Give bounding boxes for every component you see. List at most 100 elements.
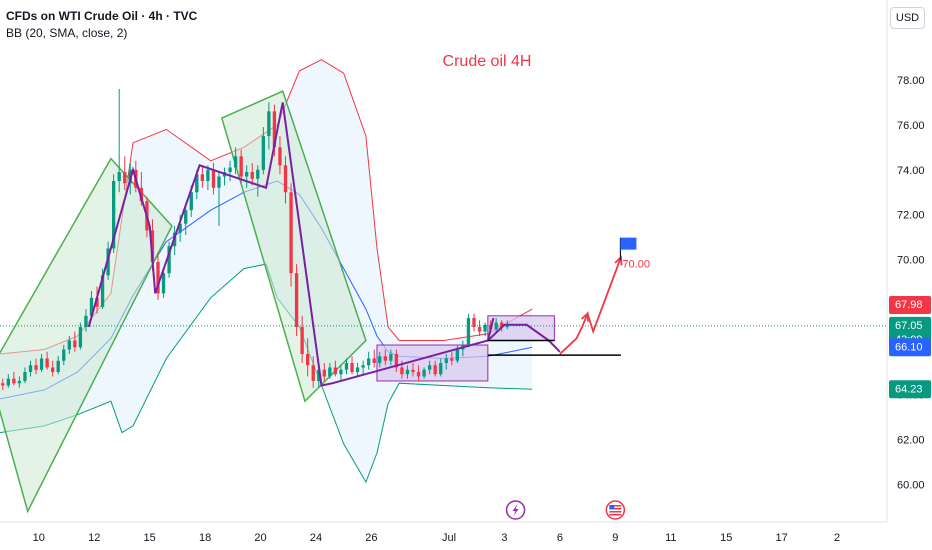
candle-body <box>178 223 182 233</box>
candle <box>156 252 160 301</box>
candle-body <box>250 172 254 179</box>
candle <box>372 349 376 368</box>
x-tick-label: 20 <box>254 532 266 544</box>
candle-body <box>62 349 66 361</box>
candle <box>6 374 10 388</box>
candle <box>167 241 171 278</box>
candle <box>444 354 448 370</box>
candle-body <box>245 172 249 177</box>
candle-body <box>350 362 354 372</box>
candle-body <box>12 378 16 384</box>
candle <box>23 367 27 384</box>
candle <box>211 163 216 195</box>
candle <box>250 163 254 186</box>
x-tick-label: 26 <box>365 532 377 544</box>
candle-body <box>267 111 271 137</box>
arrow-head <box>581 311 590 322</box>
candle-body <box>167 246 171 274</box>
candle <box>56 356 60 375</box>
candle <box>17 376 22 388</box>
candle <box>200 165 205 188</box>
candle-body <box>455 349 460 361</box>
candle-body <box>500 322 504 328</box>
candle <box>416 365 421 381</box>
candle <box>366 351 371 370</box>
candle <box>450 351 454 366</box>
zigzag-path <box>87 102 495 387</box>
candle-body <box>416 371 421 377</box>
bb-upper-badge-bg <box>889 296 931 315</box>
arc-path <box>487 323 561 353</box>
price-target-label: 70.00 <box>622 259 650 271</box>
bb-basis-badge: 66.10 <box>889 338 931 357</box>
flag-icon <box>620 237 637 250</box>
flag-icon <box>605 500 626 520</box>
candle-body <box>67 340 71 350</box>
candle <box>73 331 77 352</box>
event-icons[interactable] <box>505 500 626 520</box>
candle <box>184 203 188 235</box>
candle <box>289 183 293 287</box>
y-tick-label: 62.00 <box>897 434 925 446</box>
candle <box>67 336 71 355</box>
candle-body <box>233 156 238 168</box>
x-tick-label: 18 <box>199 532 211 544</box>
candle-body <box>34 365 38 370</box>
indicator-label[interactable]: BB (20, SMA, close, 2) <box>6 26 128 40</box>
candle-body <box>422 369 426 377</box>
candle <box>84 309 88 332</box>
candle-body <box>1 383 5 386</box>
candle-body <box>206 169 210 182</box>
candle <box>439 358 443 377</box>
lightning-icon-bolt <box>512 504 519 516</box>
candle-body <box>300 327 304 355</box>
candle-body <box>228 167 232 173</box>
currency-button[interactable]: USD <box>890 7 925 29</box>
candle <box>123 156 127 191</box>
candle-body <box>472 318 476 328</box>
candle <box>306 338 310 377</box>
candle-body <box>372 358 376 363</box>
symbol-title[interactable]: CFDs on WTI Crude Oil · 4h · TVC <box>6 9 198 23</box>
flag-stripe <box>609 505 622 507</box>
candle-body <box>51 367 55 372</box>
candle-body <box>73 340 77 348</box>
candle-body <box>389 354 393 361</box>
candle-body <box>256 169 260 179</box>
candle-body <box>23 371 27 381</box>
candle <box>477 320 482 337</box>
candle-body <box>344 362 349 370</box>
candle-body <box>211 169 216 188</box>
candle <box>228 160 232 182</box>
candle-body <box>78 327 83 348</box>
candle <box>422 367 426 379</box>
candle-body <box>361 365 365 368</box>
candle-body <box>311 365 315 381</box>
x-tick-label: 15 <box>144 532 156 544</box>
candle <box>433 360 437 377</box>
candle-body <box>106 248 110 276</box>
candle-body <box>306 354 310 366</box>
candle <box>411 362 415 377</box>
x-tick-label: 9 <box>612 532 618 544</box>
candle-body <box>278 147 282 166</box>
trend-channel <box>0 157 173 514</box>
candle <box>256 165 260 197</box>
candle <box>361 360 365 375</box>
candle-body <box>261 136 265 170</box>
x-tick-label: 17 <box>776 532 788 544</box>
candle <box>1 378 5 390</box>
candle <box>405 365 410 379</box>
candle <box>39 354 44 372</box>
x-tick-label: 2 <box>834 532 840 544</box>
us-flag-icon-circle <box>605 500 626 520</box>
candle <box>34 358 38 375</box>
candle <box>278 136 282 175</box>
candle <box>217 172 221 226</box>
drawing-boxes <box>0 90 555 514</box>
candle <box>355 362 360 377</box>
flag-stripe <box>609 514 622 516</box>
candle <box>161 268 166 298</box>
